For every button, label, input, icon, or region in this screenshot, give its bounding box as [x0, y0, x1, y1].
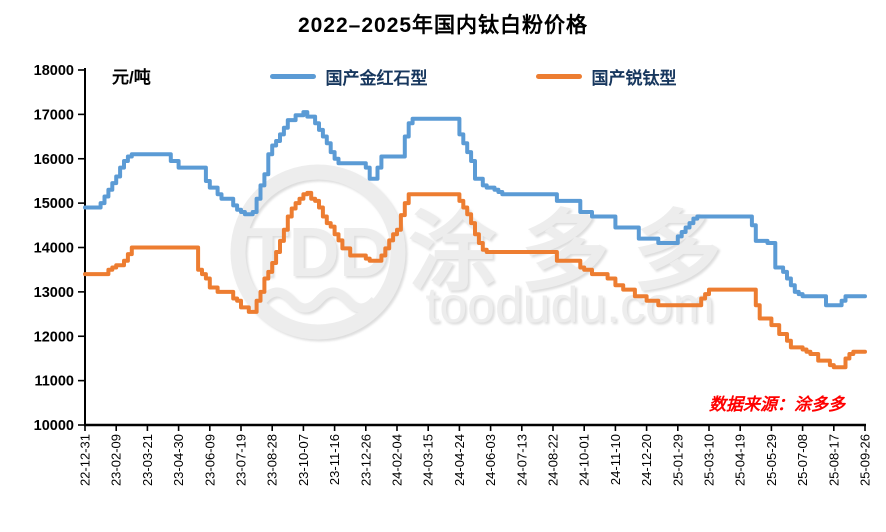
anatase-line-swatch — [535, 74, 582, 79]
x-tick-label: 25-03-10 — [702, 434, 717, 486]
x-tick-label: 24-10-01 — [577, 434, 592, 486]
legend-item-anatase: 国产锐钛型 — [535, 64, 677, 89]
rutile-price-line — [83, 110, 867, 308]
watermark-logo-wave — [259, 287, 379, 313]
y-tick-label: 17000 — [34, 107, 74, 123]
x-tick-label: 24-08-22 — [546, 434, 561, 486]
x-tick-label: 25-08-17 — [826, 434, 841, 486]
rutile-line-swatch — [269, 74, 316, 79]
x-tick-label: 23-07-19 — [234, 434, 249, 486]
anatase-price-line — [83, 190, 867, 370]
y-tick-label: 15000 — [34, 196, 74, 212]
x-tick-label: 24-04-24 — [452, 434, 467, 486]
legend-label-rutile: 国产金红石型 — [325, 69, 428, 88]
watermark-logo-circle — [230, 164, 406, 340]
x-tick-label: 23-06-09 — [202, 434, 217, 486]
x-tick-label: 24-03-15 — [421, 434, 436, 486]
y-tick-label: 14000 — [34, 241, 74, 257]
watermark-brand-cn: 涂 多 多 — [409, 202, 722, 301]
x-tick-label: 23-04-30 — [171, 434, 186, 486]
x-tick-label: 23-10-07 — [296, 434, 311, 486]
x-tick-label: 23-03-21 — [140, 434, 155, 486]
legend-item-rutile: 国产金红石型 — [269, 64, 428, 89]
x-tick-label: 24-11-10 — [608, 434, 623, 485]
x-tick-label: 23-12-26 — [358, 434, 373, 486]
x-tick-label: 25-07-08 — [795, 434, 810, 486]
x-tick-label: 24-12-20 — [639, 434, 654, 486]
x-tick-label: 25-01-29 — [670, 434, 685, 486]
x-tick-label: 24-07-13 — [514, 434, 529, 486]
x-tick-label: 23-11-16 — [327, 434, 342, 485]
x-tick-label: 22-12-31 — [78, 434, 93, 486]
x-tick-label: 24-02-04 — [390, 434, 405, 486]
x-tick-label: 25-09-26 — [858, 434, 873, 486]
x-tick-label: 25-04-19 — [733, 434, 748, 486]
y-tick-label: 13000 — [34, 285, 74, 301]
x-tick-label: 24-06-03 — [483, 434, 498, 486]
legend: 国产金红石型 国产锐钛型 — [60, 64, 886, 89]
y-tick-label: 18000 — [34, 63, 74, 79]
chart-title: 2022–2025年国内钛白粉价格 — [297, 14, 589, 37]
y-tick-label: 16000 — [34, 152, 74, 168]
y-tick-label: 10000 — [34, 418, 74, 434]
y-tick-label: 11000 — [34, 374, 74, 390]
x-tick-label: 23-02-09 — [109, 434, 124, 486]
data-source-note: 数据来源：涂多多 — [709, 395, 845, 414]
x-tick-label: 23-08-28 — [265, 434, 280, 486]
legend-label-anatase: 国产锐钛型 — [591, 69, 677, 88]
y-tick-label: 12000 — [34, 329, 74, 345]
y-axis-unit-label: 元/吨 — [112, 68, 151, 87]
x-tick-label: 25-05-29 — [764, 434, 779, 486]
